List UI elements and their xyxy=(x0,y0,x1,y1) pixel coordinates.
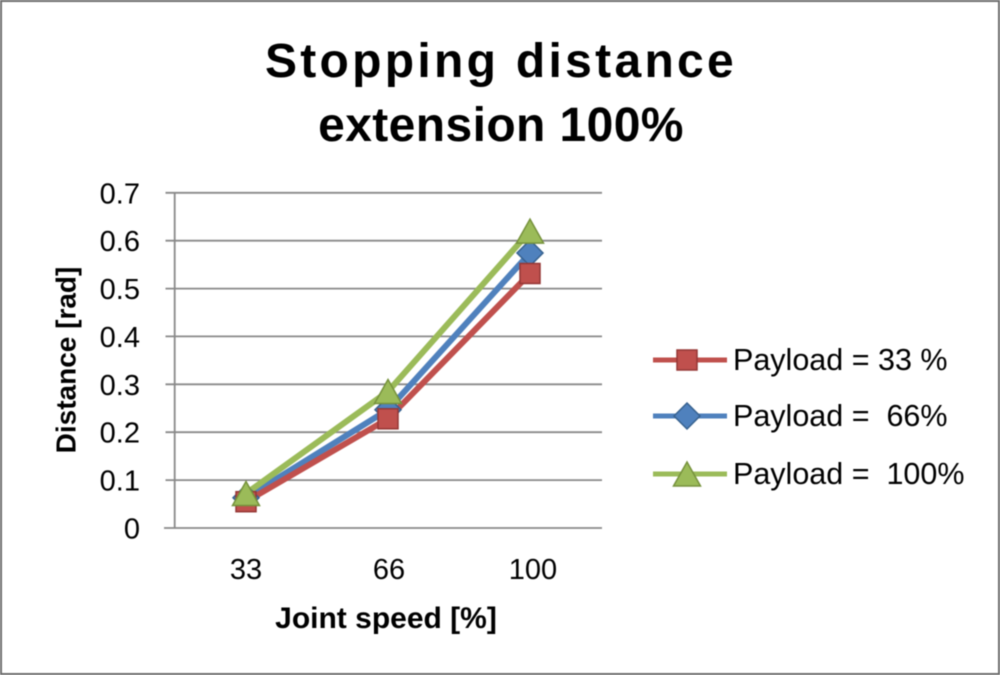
svg-text:0.6: 0.6 xyxy=(100,226,140,258)
svg-text:Joint speed [%]: Joint speed [%] xyxy=(275,602,497,635)
svg-text:0.4: 0.4 xyxy=(100,322,140,354)
svg-text:0.7: 0.7 xyxy=(100,178,140,210)
svg-text:0.2: 0.2 xyxy=(100,418,140,450)
svg-text:Payload = 66%: Payload = 66% xyxy=(733,399,948,433)
svg-text:0.1: 0.1 xyxy=(100,466,140,498)
svg-text:66: 66 xyxy=(373,554,405,586)
svg-text:33: 33 xyxy=(230,554,262,586)
svg-text:Payload = 33 %: Payload = 33 % xyxy=(733,343,948,377)
svg-text:0.5: 0.5 xyxy=(100,274,140,306)
svg-text:0.3: 0.3 xyxy=(100,370,140,402)
svg-text:extension 100%: extension 100% xyxy=(318,99,684,152)
svg-text:100: 100 xyxy=(509,554,557,586)
svg-text:0: 0 xyxy=(124,514,140,546)
svg-text:Distance [rad]: Distance [rad] xyxy=(51,267,82,454)
svg-text:Stopping distance: Stopping distance xyxy=(265,35,737,88)
svg-text:Payload = 100%: Payload = 100% xyxy=(733,457,964,491)
